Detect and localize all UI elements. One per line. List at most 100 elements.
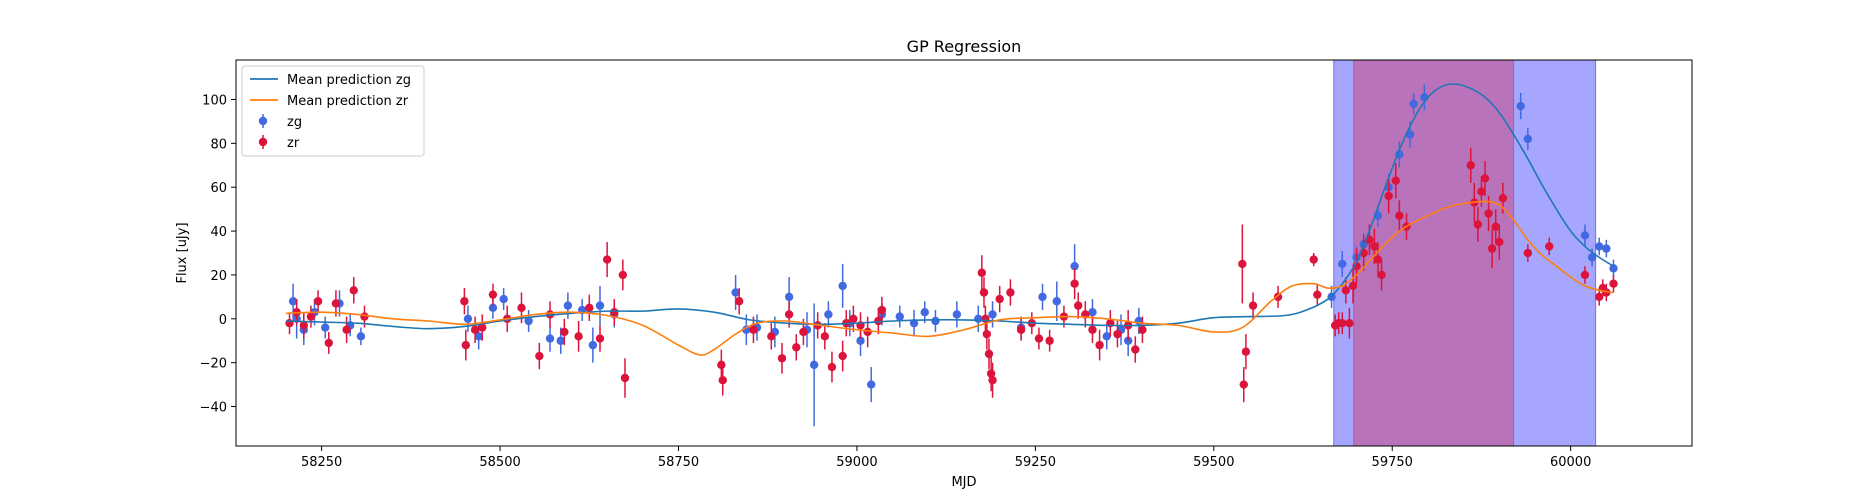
zg-point [920,308,929,317]
legend-label: Mean prediction zr [287,94,409,109]
legend-point-swatch [258,116,268,126]
y-tick-label: 100 [202,93,227,108]
zg-point [1052,297,1061,306]
y-tick-label: 60 [210,181,227,196]
zr-point [827,362,837,372]
zr-point [1609,279,1618,288]
zg-point [1405,130,1415,139]
zg-point [488,303,498,313]
zg-point [1602,244,1611,253]
x-tick-label: 58750 [658,455,699,470]
zr-point [470,325,480,334]
zr-point [610,308,619,317]
zr-point [478,323,487,332]
zr-point [1034,334,1044,343]
legend-label: zr [287,136,300,151]
zr-point [349,286,358,295]
zg-point [556,336,565,345]
zg-point [731,288,740,297]
zr-point [1484,209,1493,218]
zr-point [863,327,872,337]
zr-point [1498,193,1508,203]
zg-point [838,281,847,291]
zg-point [1409,99,1418,109]
zg-point [463,314,473,323]
zr-point [734,297,744,306]
axis-ticks: 58250 58500 58750 59000 59250 59500 59750 60000… [200,93,1592,470]
zr-point [460,297,469,306]
x-axis-label: MJD [951,475,976,490]
zg-point [288,297,298,306]
zr-point [1491,222,1500,231]
zr-point [982,329,992,339]
chart-title: GP Regression [907,37,1022,56]
zr-point [299,321,309,330]
zr-point [1466,161,1475,170]
zr-point [777,354,787,363]
zr-point [1088,325,1097,334]
zr-point [749,325,758,334]
zg-point [809,360,819,370]
zr-point [792,343,801,352]
zr-point [717,360,726,370]
zr-point [981,314,990,323]
zg-point [321,323,330,332]
zg-point [988,310,997,319]
zg-point [1088,308,1097,317]
zg-point [499,294,508,304]
zg-point [742,325,751,334]
zr-point [1341,286,1351,295]
zr-point [1545,242,1554,251]
zr-point [1480,174,1490,183]
legend-label: zg [287,115,302,130]
zr-point [1073,301,1083,310]
zr-point [360,312,369,321]
zg-point [474,332,483,341]
zg-point [1038,292,1047,302]
zg-point [545,334,555,343]
x-tick-label: 60000 [1550,455,1591,470]
y-tick-label: −40 [200,401,227,416]
zr-point [1391,176,1401,185]
zr-point [313,297,323,306]
x-tick-label: 59750 [1372,455,1413,470]
zr-point [799,327,808,337]
zr-point [342,325,351,334]
zg-point [867,380,876,389]
zg-point [1609,264,1618,273]
zr-point [620,373,630,383]
zr-point [1095,340,1104,350]
zr-point [1273,292,1283,302]
zr-point [784,310,794,319]
zr-point [1370,242,1379,251]
y-tick-label: 40 [210,225,227,240]
zg-point [1102,332,1111,341]
zr-point [1495,237,1504,247]
zr-point [1241,347,1251,356]
zr-point [1487,244,1497,253]
zg-point [1595,242,1604,251]
zr-point [977,268,987,277]
zr-point [1384,191,1393,201]
zr-point [1477,187,1486,196]
zr-point [585,303,594,313]
zr-point [984,349,994,359]
y-tick-label: −20 [200,357,227,372]
legend: Mean prediction zg Mean prediction zr zg zr [241,65,425,157]
zr-point [874,316,883,326]
zg-point [1587,253,1597,262]
mean-prediction-zr-line [285,200,1614,356]
zr-point [1473,220,1483,229]
zr-point [535,351,544,361]
zr-point [877,305,887,315]
plot-area-frame [235,59,1693,447]
zr-point [461,340,471,350]
legend-point-swatch [258,137,268,147]
zr-point [1338,318,1347,328]
x-tick-label: 59250 [1015,455,1056,470]
zr-point [574,332,583,341]
zr-point [331,299,341,308]
shaded-regions [1333,59,1597,447]
zr-point [1309,255,1318,264]
